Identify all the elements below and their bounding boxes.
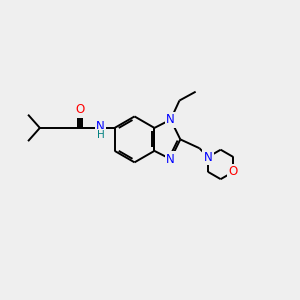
Text: O: O: [75, 103, 85, 116]
Text: N: N: [96, 120, 105, 133]
Text: N: N: [166, 153, 175, 166]
Text: H: H: [97, 130, 104, 140]
Text: O: O: [229, 165, 238, 178]
Text: N: N: [166, 113, 175, 126]
Text: N: N: [203, 151, 212, 164]
